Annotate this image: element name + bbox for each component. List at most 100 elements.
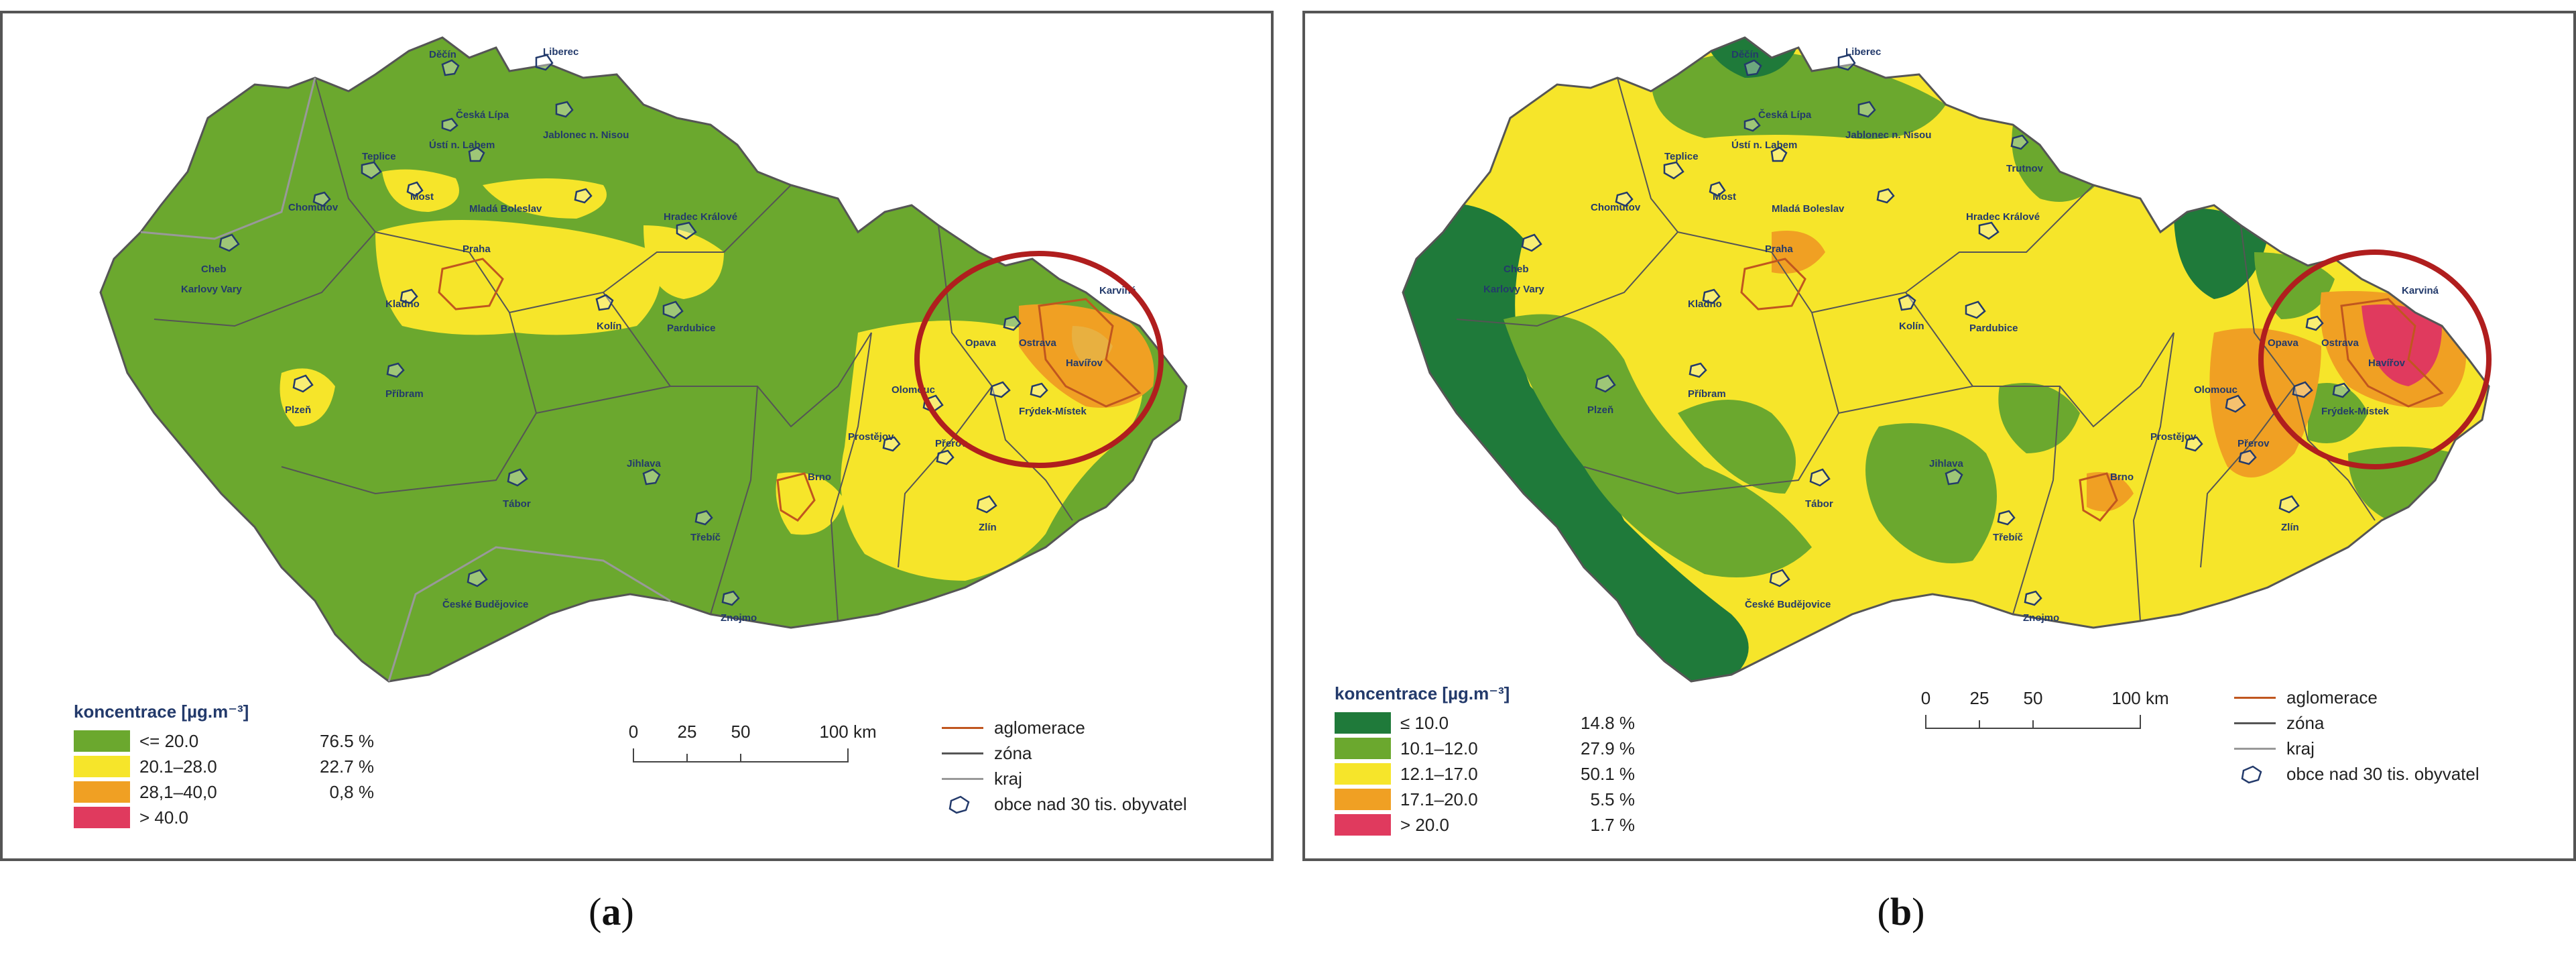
region-borders	[1456, 77, 2376, 622]
city-label: Most	[1713, 191, 1736, 203]
city-label: Kolín	[1899, 321, 1924, 332]
city-label: Třebíč	[690, 532, 721, 543]
city-label: Chomutov	[1591, 202, 1641, 213]
city-label: Hradec Králové	[1966, 211, 2040, 223]
country-border	[1402, 36, 2490, 683]
city-label: Karviná	[2402, 285, 2439, 296]
scale-tick-label: 100 km	[819, 722, 877, 742]
line-label: kraj	[2286, 738, 2315, 758]
city-label: Kolín	[597, 321, 622, 332]
legend-row: > 40.0	[74, 805, 374, 830]
city-label: Trutnov	[2006, 163, 2044, 174]
line-label: obce nad 30 tis. obyvatel	[994, 793, 1187, 814]
city-labels: Děčín Liberec Česká Lípa Ústí n. Labem J…	[181, 46, 1137, 624]
line-label: aglomerace	[2286, 687, 2378, 708]
city-label: České Budějovice	[1745, 598, 1831, 610]
city-label: Liberec	[1845, 46, 1881, 58]
city-label: Olomouc	[2194, 384, 2237, 396]
city-label: Ústí n. Labem	[429, 139, 495, 151]
city-label: Kladno	[1688, 298, 1722, 310]
scale-tick-label: 0	[628, 722, 639, 742]
city-outlines	[1521, 54, 2351, 606]
city-label: Tábor	[1805, 498, 1833, 510]
legend-row: <= 20.0 76.5 %	[74, 729, 374, 753]
legend-label: 20.1–28.0	[139, 756, 217, 777]
city-label: Liberec	[543, 46, 578, 58]
line-legend-row: zóna	[942, 740, 1187, 766]
highlight-circle	[914, 251, 1164, 468]
line-legend-row: aglomerace	[2234, 685, 2479, 710]
line-legend-row: obce nad 30 tis. obyvatel	[942, 791, 1187, 817]
legend-swatch	[74, 781, 130, 803]
city-label: Havířov	[1066, 357, 1103, 369]
legend-percent: 5.5 %	[1590, 789, 1636, 809]
city-label: Česká Lípa	[456, 109, 509, 121]
legend-label: 28,1–40,0	[139, 781, 217, 802]
city-label: Hradec Králové	[664, 211, 737, 223]
legend-percent: 1.7 %	[1590, 814, 1636, 835]
city-label: Praha	[463, 243, 491, 255]
lines-legend-b: aglomerace zóna kraj obce nad 30 tis. ob…	[2234, 685, 2479, 787]
city-label: Chomutov	[288, 202, 339, 213]
line-legend-row: kraj	[2234, 736, 2479, 761]
city-label: Opava	[2268, 337, 2299, 349]
legend-label: <= 20.0	[139, 730, 199, 751]
city-label: Třebíč	[1993, 532, 2023, 543]
city-label: Frýdek-Místek	[2321, 406, 2390, 417]
line-legend-row: kraj	[942, 766, 1187, 791]
scale-bar-b: 0 25 50 100 km	[1919, 688, 2169, 731]
line-swatch	[942, 726, 983, 729]
line-label: obce nad 30 tis. obyvatel	[2286, 763, 2479, 784]
legend-label: > 40.0	[139, 807, 189, 828]
city-label: Děčín	[1731, 49, 1759, 60]
city-label: Frýdek-Místek	[1019, 406, 1087, 417]
legend-swatch	[74, 756, 130, 777]
city-label: Mladá Boleslav	[469, 203, 542, 215]
city-label: Česká Lípa	[1758, 109, 1812, 121]
city-label: Cheb	[201, 264, 227, 275]
legend-swatch	[74, 807, 130, 828]
city-labels: Děčín Liberec Česká Lípa Ústí n. Labem J…	[1483, 46, 2439, 624]
legend-percent: 76.5 %	[320, 730, 374, 751]
city-label: Teplice	[1664, 151, 1699, 162]
legend-percent: 22.7 %	[320, 756, 374, 777]
city-label: Ostrava	[2321, 337, 2359, 349]
scale-line	[1925, 715, 2141, 729]
legend-label: 17.1–20.0	[1400, 789, 1478, 809]
legend-percent: 14.8 %	[1581, 712, 1635, 733]
region-borders	[154, 77, 1073, 622]
legend-title: koncentrace [µg.m⁻³]	[74, 701, 249, 722]
legend-swatch	[74, 730, 130, 752]
legend-swatch	[1335, 814, 1391, 836]
scale-tick-label: 0	[1920, 688, 1931, 708]
city-label: Prostějov	[2150, 431, 2197, 443]
line-label: kraj	[994, 768, 1022, 789]
city-label: Příbram	[1688, 388, 1726, 400]
city-label: Teplice	[362, 151, 396, 162]
city-label: Mladá Boleslav	[1772, 203, 1845, 215]
scale-tick-label: 50	[2023, 688, 2043, 708]
scale-tick-label: 100 km	[2111, 688, 2169, 708]
map-a-svg: Děčín Liberec Česká Lípa Ústí n. Labem J…	[0, 11, 1274, 861]
city-label: Brno	[808, 471, 831, 483]
agglomeration-outlines	[1740, 258, 2444, 522]
legend-percent: 27.9 %	[1581, 738, 1635, 758]
legend-label: 10.1–12.0	[1400, 738, 1478, 758]
legend-label: ≤ 10.0	[1400, 712, 1449, 733]
city-label: Příbram	[385, 388, 424, 400]
city-label: Opava	[965, 337, 997, 349]
scale-tick-label: 25	[1969, 688, 1989, 708]
scale-tick-label: 25	[677, 722, 697, 742]
legend-b: koncentrace [µg.m⁻³] ≤ 10.0 14.8 % 10.1–…	[1335, 683, 1635, 838]
legend-row: 17.1–20.0 5.5 %	[1335, 787, 1635, 811]
scale-tick-label: 50	[731, 722, 751, 742]
city-label: Znojmo	[721, 612, 757, 624]
scale-bar-a: 0 25 50 100 km	[627, 722, 877, 765]
city-label: České Budějovice	[442, 598, 528, 610]
legend-swatch	[1335, 712, 1391, 734]
line-legend-row: zóna	[2234, 710, 2479, 736]
country-border	[99, 36, 1188, 683]
legend-row: ≤ 10.0 14.8 %	[1335, 711, 1635, 735]
city-label: Děčín	[429, 49, 456, 60]
legend-row: 12.1–17.0 50.1 %	[1335, 762, 1635, 786]
